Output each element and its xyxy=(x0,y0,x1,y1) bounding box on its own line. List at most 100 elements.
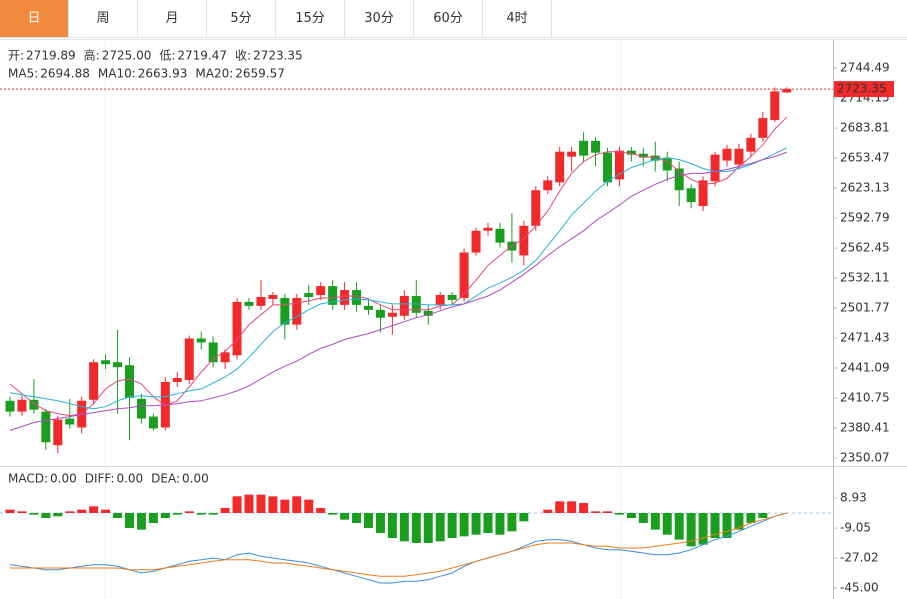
macd-bar xyxy=(364,513,373,528)
y-tick-label: 2441.09 xyxy=(840,361,890,375)
macd-bar xyxy=(411,513,421,543)
legend-text: DEA: xyxy=(151,472,180,486)
candle-body xyxy=(125,365,134,398)
macd-bar xyxy=(591,511,601,513)
macd-bar xyxy=(136,513,146,530)
candle-body xyxy=(399,295,409,316)
legend-text: 0.00 xyxy=(116,472,143,486)
tab[interactable]: 4时 xyxy=(483,0,552,37)
legend-text: MACD: xyxy=(8,472,48,486)
candle-body xyxy=(304,293,314,297)
candle-body xyxy=(471,230,481,253)
y-tick-label: -27.02 xyxy=(840,551,879,565)
macd-bar xyxy=(232,496,242,513)
y-tick-label: 2653.47 xyxy=(840,151,890,165)
y-tick-label: 2562.45 xyxy=(840,241,890,255)
candle-body xyxy=(41,411,51,443)
macd-bar xyxy=(244,494,254,513)
macd-bar xyxy=(65,511,75,513)
candle-body xyxy=(579,140,589,156)
candle-body xyxy=(316,286,326,295)
candle-body xyxy=(698,180,708,207)
y-tick-label: 2380.41 xyxy=(840,421,890,435)
candle-body xyxy=(328,286,338,305)
y-tick-label: 2410.75 xyxy=(840,391,890,405)
macd-bar xyxy=(208,513,218,515)
macd-bar xyxy=(614,513,624,515)
y-tick-label: 2623.13 xyxy=(840,181,890,195)
candle-body xyxy=(722,148,732,161)
macd-bar xyxy=(483,513,493,533)
candle-body xyxy=(495,228,505,243)
candle-body xyxy=(555,151,565,183)
macd-bar xyxy=(340,513,350,520)
macd-bar xyxy=(603,511,612,513)
macd-bar xyxy=(555,501,565,513)
legend-text: MA20: xyxy=(195,67,233,81)
macd-bar xyxy=(698,513,708,545)
candle-body xyxy=(782,89,792,93)
candle-body xyxy=(196,338,206,343)
legend-text: 2663.93 xyxy=(138,67,188,81)
candle-body xyxy=(375,309,385,318)
candle-body xyxy=(459,252,469,298)
macd-bar xyxy=(316,508,326,513)
macd-bar xyxy=(184,511,194,513)
macd-bar xyxy=(626,513,636,518)
candle-body xyxy=(626,150,636,155)
tab[interactable]: 周 xyxy=(69,0,138,37)
candle-body xyxy=(519,225,529,256)
macd-bar xyxy=(280,499,290,513)
tab[interactable]: 日 xyxy=(0,0,69,37)
legend-text: DIFF: xyxy=(85,472,115,486)
candle-body xyxy=(5,400,15,412)
macd-bar xyxy=(29,513,39,515)
candle-body xyxy=(244,301,254,306)
macd-bar xyxy=(650,513,660,530)
macd-bar xyxy=(495,513,505,535)
ma-line xyxy=(9,116,788,417)
macd-bar xyxy=(53,513,63,517)
macd-bar xyxy=(160,513,170,518)
legend-text: 高: xyxy=(84,48,100,63)
macd-bar xyxy=(292,496,302,513)
macd-bar xyxy=(459,513,469,537)
candle-body xyxy=(17,399,27,412)
tab[interactable]: 月 xyxy=(138,0,207,37)
candle-body xyxy=(340,290,350,305)
candle-body xyxy=(89,362,99,400)
candle-body xyxy=(387,312,397,317)
candle-body xyxy=(483,227,493,231)
macd-bar xyxy=(519,513,529,522)
macd-line xyxy=(9,512,787,584)
tab[interactable]: 60分 xyxy=(414,0,483,37)
candle-body xyxy=(352,290,362,305)
macd-bar xyxy=(638,513,648,523)
tab[interactable]: 30分 xyxy=(345,0,414,37)
tab[interactable]: 15分 xyxy=(276,0,345,37)
macd-bar xyxy=(113,513,123,518)
legend-text: 收: xyxy=(235,49,251,63)
macd-bar xyxy=(148,513,158,523)
y-tick-label: 2471.43 xyxy=(840,331,890,345)
macd-bar xyxy=(41,513,51,518)
macd-bar xyxy=(662,513,672,535)
legend-text: 2725.00 xyxy=(102,49,152,63)
legend-text: 2723.35 xyxy=(253,49,303,63)
macd-bar xyxy=(328,513,338,515)
candle-body xyxy=(136,398,146,419)
macd-bar xyxy=(734,513,744,530)
macd-bar xyxy=(268,496,278,513)
y-tick-label: 2532.11 xyxy=(840,271,890,285)
tab[interactable]: 5分 xyxy=(207,0,276,37)
y-tick-label: 2350.07 xyxy=(840,451,890,465)
candle-body xyxy=(614,150,624,180)
y-tick-label: 2683.81 xyxy=(840,121,890,135)
macd-bar xyxy=(746,513,756,523)
macd-bar xyxy=(423,513,433,543)
candle-body xyxy=(113,362,123,368)
candle-body xyxy=(447,295,457,300)
candle-body xyxy=(172,378,182,382)
